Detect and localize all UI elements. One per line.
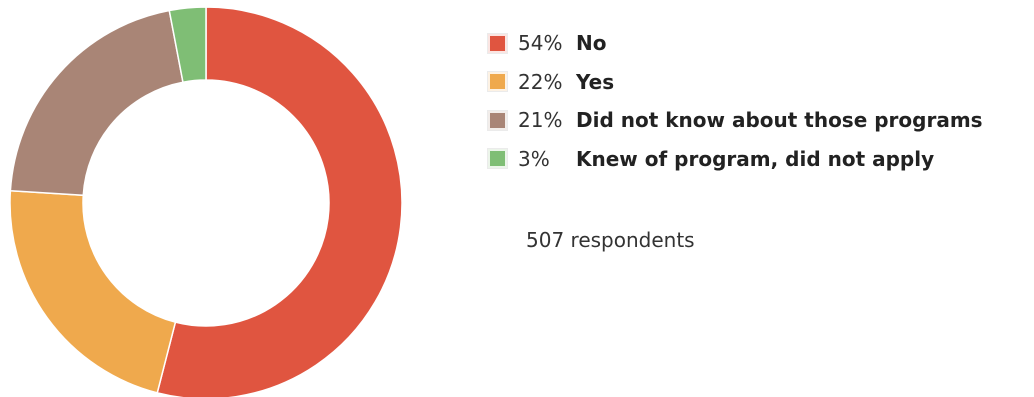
respondents-count: 507 respondents <box>526 228 695 252</box>
legend-percent: 22% <box>518 69 563 94</box>
slices-group <box>9 6 403 397</box>
legend-item-yes: 22% Yes <box>487 63 983 102</box>
legend-percent: 3% <box>518 146 550 171</box>
donut-slice-yes <box>9 189 177 394</box>
donut-slice-no <box>156 6 403 397</box>
donut-slice-knew-of-program-did-not-apply <box>168 6 207 84</box>
legend-swatch <box>487 109 508 131</box>
legend-label: No <box>576 31 607 56</box>
legend-label: Did not know about those programs <box>576 108 983 133</box>
legend-percent: 21% <box>518 108 563 133</box>
legend-percent: 54% <box>518 31 563 56</box>
legend: 54% No 22% Yes 21% Did not know about th… <box>487 24 983 179</box>
legend-item-no: 54% No <box>487 24 983 63</box>
donut-slice-did-not-know-about-those-programs <box>9 9 184 197</box>
legend-item-did-not-know: 21% Did not know about those programs <box>487 101 983 140</box>
legend-swatch <box>487 148 508 170</box>
legend-swatch <box>487 32 508 54</box>
legend-swatch <box>487 71 508 93</box>
legend-label: Yes <box>576 69 615 94</box>
legend-item-knew-did-not-apply: 3% Knew of program, did not apply <box>487 140 983 179</box>
legend-label: Knew of program, did not apply <box>576 146 935 171</box>
donut-chart <box>9 6 403 397</box>
